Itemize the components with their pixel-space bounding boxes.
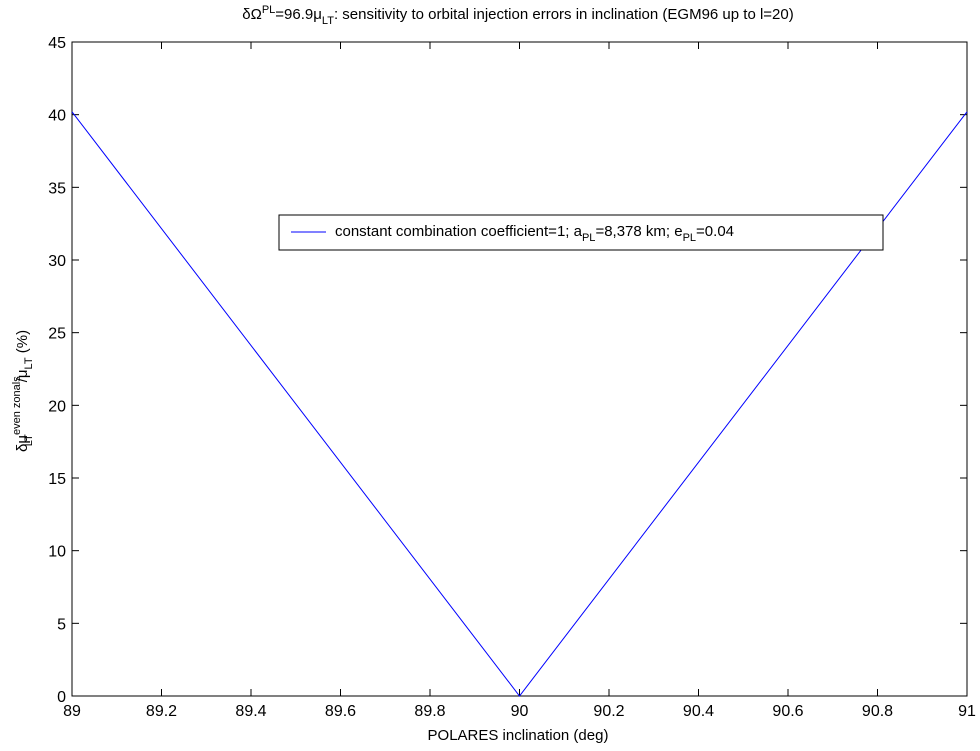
x-tick-label: 90.6 [772,703,803,720]
x-tick-label: 89.4 [235,703,266,720]
x-tick-label: 90.8 [862,703,893,720]
x-tick-label: 91 [958,703,976,720]
y-tick-label: 5 [57,616,66,633]
legend-box [278,214,884,251]
legend-label: constant combination coefficient=1; aPL=… [335,223,734,244]
y-tick-label: 25 [48,326,66,343]
x-tick-label: 90 [511,703,529,720]
chart-title: δΩPL=96.9μLT: sensitivity to orbital inj… [242,4,793,27]
y-tick-label: 10 [48,544,66,561]
y-tick-label: 40 [48,108,66,125]
y-tick-label: 30 [48,253,66,270]
y-axis-label: δμeven zonalsLT/μLT (%) [11,330,35,452]
x-tick-label: 89.2 [146,703,177,720]
y-tick-label: 35 [48,180,66,197]
x-tick-label: 89 [63,703,81,720]
x-tick-label: 90.2 [593,703,624,720]
y-axis: 0 5 10 15 20 25 30 35 40 45 [48,35,967,706]
legend: constant combination coefficient=1; aPL=… [278,214,884,251]
x-tick-label: 90.4 [683,703,714,720]
x-tick-label: 89.6 [325,703,356,720]
y-tick-label: 15 [48,471,66,488]
x-axis-label: POLARES inclination (deg) [428,727,609,744]
y-tick-label: 0 [57,689,66,706]
x-axis: 89 89.2 89.4 89.6 89.8 90 90.2 90.4 90.6 90.8 91 [63,42,976,720]
y-tick-label: 45 [48,35,66,52]
y-tick-label: 20 [48,398,66,415]
series-line [71,111,968,697]
x-tick-label: 89.8 [414,703,445,720]
plot-area [71,41,968,697]
